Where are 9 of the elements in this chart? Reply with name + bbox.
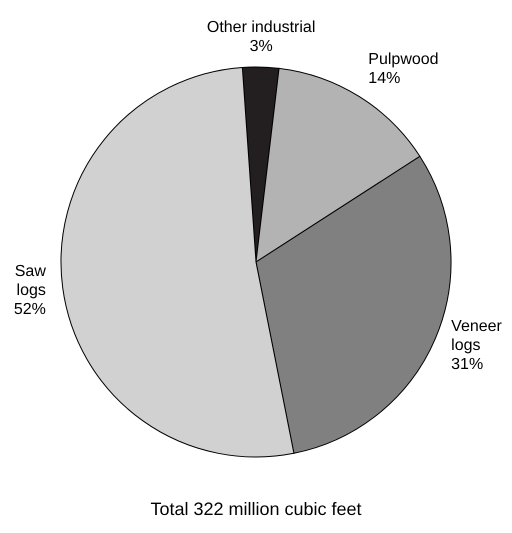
data-label: 14%	[368, 70, 400, 88]
slice-label: Pulpwood	[368, 51, 439, 68]
text: Total 322 million cubic feet	[150, 499, 362, 519]
data-label: 31%	[451, 356, 484, 373]
slice-label: Veneer logs	[451, 318, 503, 354]
slice-label: Other industrial	[206, 19, 316, 36]
data-label: 3%	[250, 38, 273, 56]
data-label: 52%	[14, 301, 46, 318]
slice-label: Saw logs	[14, 263, 46, 300]
